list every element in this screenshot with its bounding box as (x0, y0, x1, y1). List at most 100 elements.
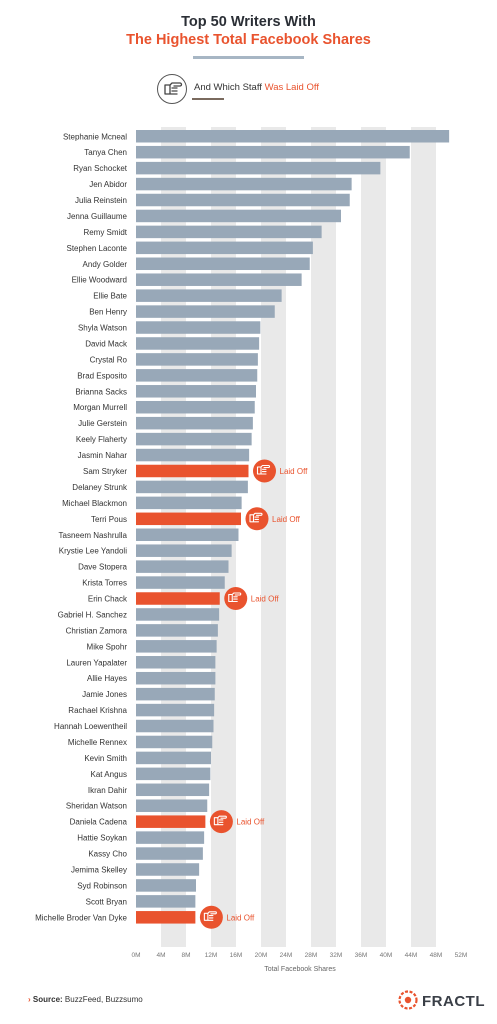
legend-text: And Which Staff Was Laid Off (194, 82, 319, 93)
laid-off-label: Laid Off (280, 467, 309, 476)
x-tick-label: 20M (255, 952, 268, 959)
x-tick-label: 12M (205, 952, 218, 959)
category-label: Sam Stryker (83, 467, 127, 476)
bar (136, 337, 260, 350)
bar (136, 385, 256, 398)
category-label: Julie Gerstein (78, 419, 127, 428)
category-label: Kassy Cho (88, 850, 127, 859)
bar (136, 560, 229, 573)
bar (136, 448, 250, 462)
category-label: Hannah Loewentheil (54, 722, 127, 731)
x-axis-title: Total Facebook Shares (264, 966, 336, 973)
category-label: Stephen Laconte (67, 244, 128, 253)
x-tick-label: 40M (380, 952, 393, 959)
pointing-hand-icon (203, 911, 217, 921)
category-label: Stephanie Mcneal (63, 132, 127, 141)
bar (136, 305, 275, 318)
category-label: Syd Robinson (77, 881, 127, 890)
bar (136, 273, 302, 286)
bar (136, 799, 208, 812)
x-tick-label: 0M (131, 952, 140, 959)
source-text: BuzzFeed, Buzzsumo (62, 995, 143, 1004)
laid-off-icon (209, 810, 233, 834)
x-tick-label: 32M (330, 952, 343, 959)
category-label: Michelle Rennex (68, 738, 127, 747)
bar (136, 911, 196, 924)
chart-title-line1: Top 50 Writers With (181, 14, 316, 30)
bar (136, 719, 214, 733)
bar (136, 687, 215, 701)
x-tick-label: 4M (156, 952, 165, 959)
category-label: Ikran Dahir (88, 786, 127, 795)
laid-off-label: Laid Off (226, 913, 255, 922)
chart-title-line2: The Highest Total Facebook Shares (126, 32, 371, 48)
laid-off-icon (245, 507, 269, 531)
x-tick-label: 44M (405, 952, 418, 959)
legend-underline (192, 98, 224, 100)
pointing-hand-icon (157, 74, 187, 104)
laid-off-icon (224, 587, 248, 611)
bar-chart: Stephanie Mcneal Tanya Chen Ryan Schocket J… (35, 127, 468, 959)
category-label: David Mack (85, 339, 128, 348)
pointing-hand-icon (256, 464, 271, 475)
x-tick-label: 8M (181, 952, 190, 959)
legend-text-accent: Was Laid Off (264, 82, 319, 93)
bar (136, 592, 220, 605)
fractl-logo-icon (398, 990, 418, 1010)
bar (136, 161, 381, 175)
bar (136, 209, 341, 223)
bar (136, 353, 258, 366)
category-label: Keely Flaherty (76, 435, 127, 444)
category-label: Andy Golder (83, 260, 128, 269)
bar (136, 496, 242, 510)
category-label: Tanya Chen (84, 148, 127, 157)
grid-band (361, 127, 386, 947)
bar (136, 815, 206, 828)
category-label: Lauren Yapalater (66, 658, 127, 667)
x-tick-label: 52M (455, 952, 468, 959)
bar (136, 321, 261, 334)
category-label: Krystie Lee Yandoli (59, 547, 127, 556)
legend-text-prefix: And Which Staff (194, 82, 265, 93)
category-label: Allie Hayes (87, 674, 127, 683)
bar (136, 130, 450, 143)
category-label: Daniela Cadena (70, 818, 128, 827)
bar (136, 879, 196, 892)
bar (136, 656, 216, 669)
category-label: Sheridan Watson (66, 802, 127, 811)
category-label: Delaney Strunk (72, 483, 128, 492)
bar (136, 464, 249, 478)
bar (136, 225, 322, 239)
category-label: Ryan Schocket (73, 164, 128, 173)
x-tick-label: 28M (305, 952, 318, 959)
category-label: Jen Abidor (89, 180, 127, 189)
bar (136, 432, 252, 446)
bar (136, 369, 258, 382)
bar (136, 608, 220, 621)
bar (136, 512, 241, 526)
grid-band (411, 127, 436, 947)
bar (136, 528, 239, 541)
category-label: Jenna Guillaume (67, 212, 128, 221)
x-tick-label: 36M (355, 952, 368, 959)
category-label: Scott Bryan (86, 897, 127, 906)
source-arrow-icon: › (28, 995, 31, 1004)
category-label: Mike Spohr (87, 642, 128, 651)
category-label: Shyla Watson (78, 324, 127, 333)
laid-off-icon (253, 459, 276, 483)
x-tick-label: 48M (430, 952, 443, 959)
title-divider (193, 56, 304, 59)
category-label: Michael Blackmon (62, 499, 127, 508)
grid-band (311, 127, 336, 947)
category-label: Jasmin Nahar (78, 451, 128, 460)
category-label: Rachael Krishna (68, 706, 127, 715)
category-label: Kat Angus (91, 770, 127, 779)
bar (136, 751, 211, 765)
bar (136, 241, 313, 255)
category-label: Dave Stopera (78, 563, 127, 572)
bar (136, 831, 205, 844)
category-label: Tasneem Nashrulla (59, 531, 128, 540)
category-label: Remy Smidt (83, 228, 127, 237)
pointing-hand-icon (228, 592, 242, 603)
category-label: Ellie Bate (93, 292, 127, 301)
